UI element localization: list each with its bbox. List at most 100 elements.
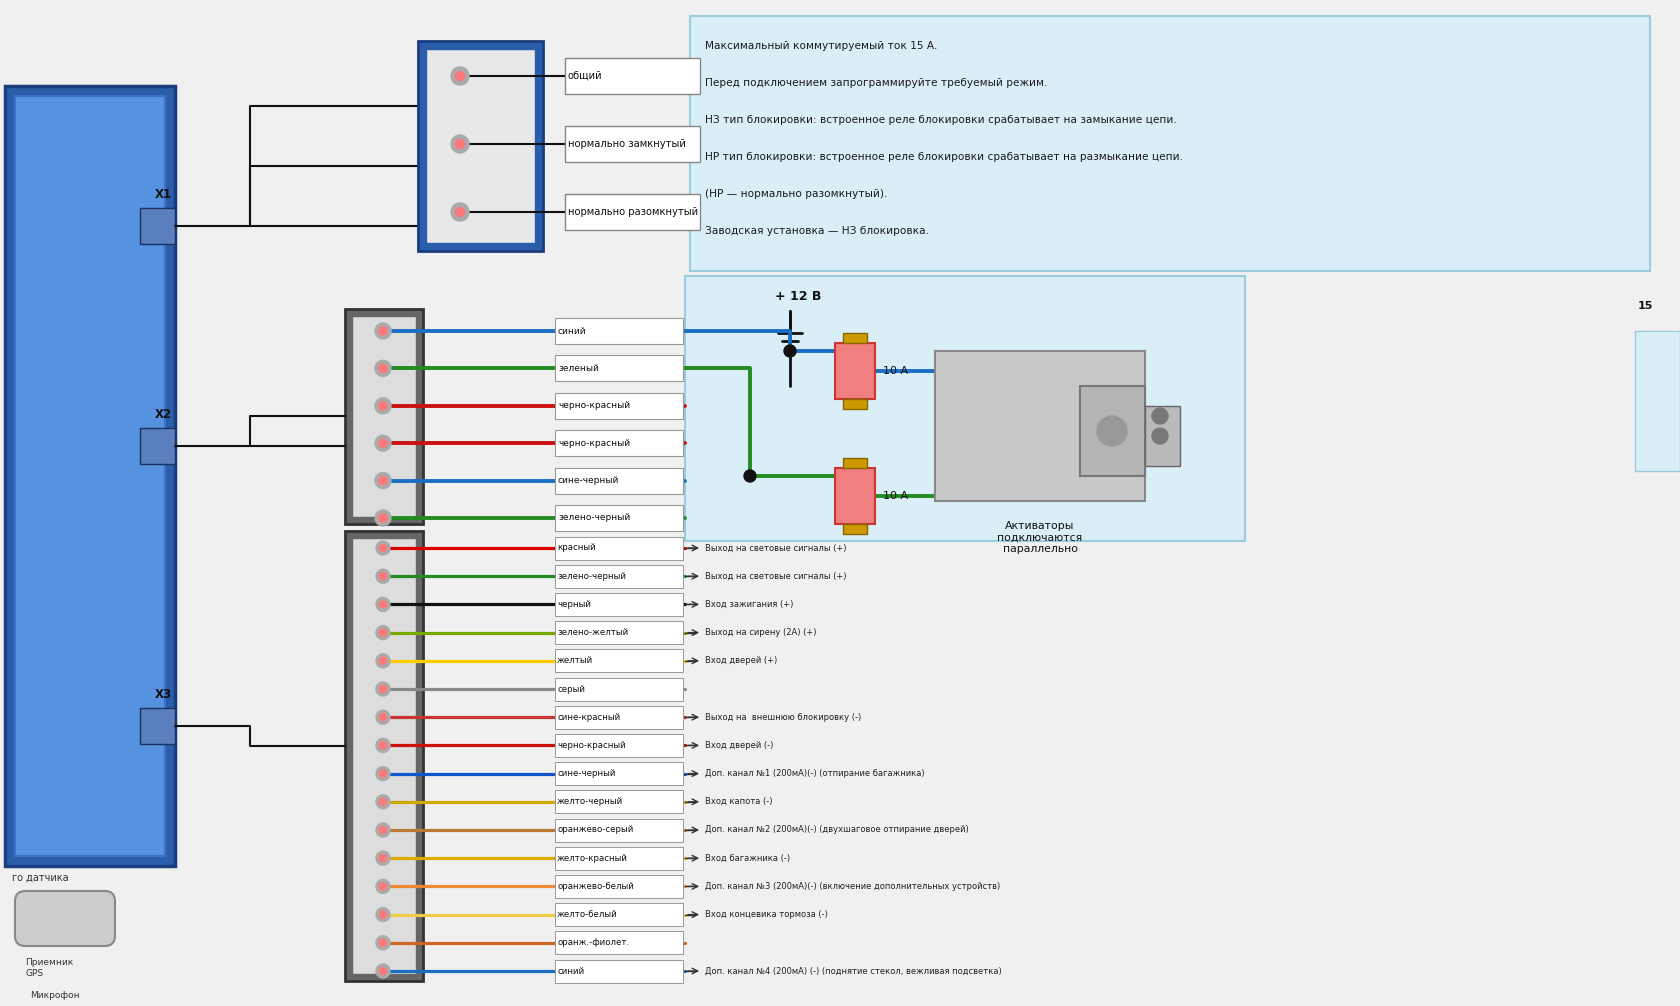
Text: сине-красный: сине-красный [556,712,620,721]
Bar [15,96,165,856]
Text: зелено-черный: зелено-черный [558,513,630,522]
Text: Вход дверей (-): Вход дверей (-) [704,740,773,749]
Text: Приемник
GPS: Приемник GPS [25,959,74,978]
Text: Микрофон: Микрофон [30,992,79,1001]
Circle shape [380,572,386,579]
Circle shape [376,936,390,950]
Text: общий: общий [568,71,601,81]
Bar [554,564,682,588]
Bar [554,960,682,983]
Bar [1079,386,1144,476]
Bar [554,392,682,418]
Text: X2: X2 [155,407,171,421]
Circle shape [1151,428,1168,444]
Bar [564,58,699,94]
Bar [554,734,682,757]
Circle shape [380,771,386,777]
Circle shape [375,436,391,452]
Text: красный: красный [556,543,595,552]
Text: + 12 В: + 12 В [774,290,822,303]
Bar [351,316,415,517]
Text: 10 А: 10 А [882,491,907,501]
Circle shape [380,911,386,918]
Circle shape [378,440,386,448]
Bar [934,351,1144,501]
Bar [351,538,415,974]
Circle shape [376,738,390,752]
Circle shape [450,135,469,153]
Bar [554,763,682,785]
Circle shape [1097,416,1126,446]
Circle shape [376,710,390,724]
Bar [554,468,682,494]
Bar [842,333,867,343]
Text: Доп. канал №4 (200мА) (-) (поднятие стекол, вежливая подсветка): Доп. канал №4 (200мА) (-) (поднятие стек… [704,967,1001,976]
Bar [842,458,867,468]
Bar [554,903,682,927]
Text: черный: черный [556,600,591,609]
Circle shape [375,360,391,376]
Circle shape [375,323,391,339]
Bar [554,875,682,898]
Text: черно-красный: черно-красный [556,740,625,749]
Circle shape [375,510,391,526]
Circle shape [455,207,464,216]
Bar [554,705,682,728]
Text: желтый: желтый [556,656,593,665]
Text: зелено-черный: зелено-черный [556,571,625,580]
Bar [139,428,175,464]
Text: зелено-желтый: зелено-желтый [556,628,628,637]
Bar [554,536,682,559]
Text: НР тип блокировки: встроенное реле блокировки срабатывает на размыкание цепи.: НР тип блокировки: встроенное реле блоки… [704,152,1183,162]
Text: Вход капота (-): Вход капота (-) [704,798,773,806]
Text: Доп. канал №3 (200мА)(-) (включение дополнительных устройств): Доп. канал №3 (200мА)(-) (включение допо… [704,882,1000,891]
Circle shape [376,795,390,809]
Bar [425,49,534,243]
Circle shape [380,601,386,608]
Circle shape [376,682,390,696]
Circle shape [376,851,390,865]
Text: 15: 15 [1636,301,1653,311]
Circle shape [380,713,386,720]
Bar [554,593,682,616]
Bar [554,431,682,456]
Bar [554,355,682,381]
Bar [842,399,867,409]
Text: сине-черный: сине-черный [558,476,618,485]
Circle shape [378,364,386,372]
Text: Выход на световые сигналы (+): Выход на световые сигналы (+) [704,571,847,580]
Circle shape [380,883,386,890]
Text: зеленый: зеленый [558,364,598,373]
Circle shape [378,327,386,335]
Text: го датчика: го датчика [12,873,69,883]
Bar [139,208,175,244]
Circle shape [380,940,386,947]
Circle shape [376,767,390,781]
Bar [139,708,175,744]
Text: желто-белый: желто-белый [556,910,617,919]
Text: серый: серый [556,684,585,693]
Text: Доп. канал №2 (200мА)(-) (двухшаговое отпирание дверей): Доп. канал №2 (200мА)(-) (двухшаговое от… [704,826,968,835]
Circle shape [378,514,386,522]
Bar [344,531,423,981]
Text: Активаторы
подключаются
параллельно: Активаторы подключаются параллельно [996,521,1082,554]
Text: оранжево-серый: оранжево-серый [556,826,633,835]
Circle shape [380,827,386,834]
Bar [835,468,875,524]
Circle shape [380,657,386,664]
Circle shape [376,964,390,978]
Text: синий: синий [558,327,586,335]
Text: Перед подключением запрограммируйте требуемый режим.: Перед подключением запрограммируйте треб… [704,78,1047,88]
Text: оранжево-белый: оранжево-белый [556,882,633,891]
Circle shape [375,397,391,413]
Circle shape [380,741,386,748]
Text: Вход багажника (-): Вход багажника (-) [704,854,790,863]
Text: нормально разомкнутый: нормально разомкнутый [568,207,697,217]
Text: Вход дверей (+): Вход дверей (+) [704,656,776,665]
Circle shape [375,473,391,489]
Bar [554,791,682,813]
Text: черно-красный: черно-красный [558,401,630,410]
Circle shape [380,629,386,636]
Text: Максимальный коммутируемый ток 15 А.: Максимальный коммутируемый ток 15 А. [704,41,937,51]
Text: нормально замкнутый: нормально замкнутый [568,139,685,149]
